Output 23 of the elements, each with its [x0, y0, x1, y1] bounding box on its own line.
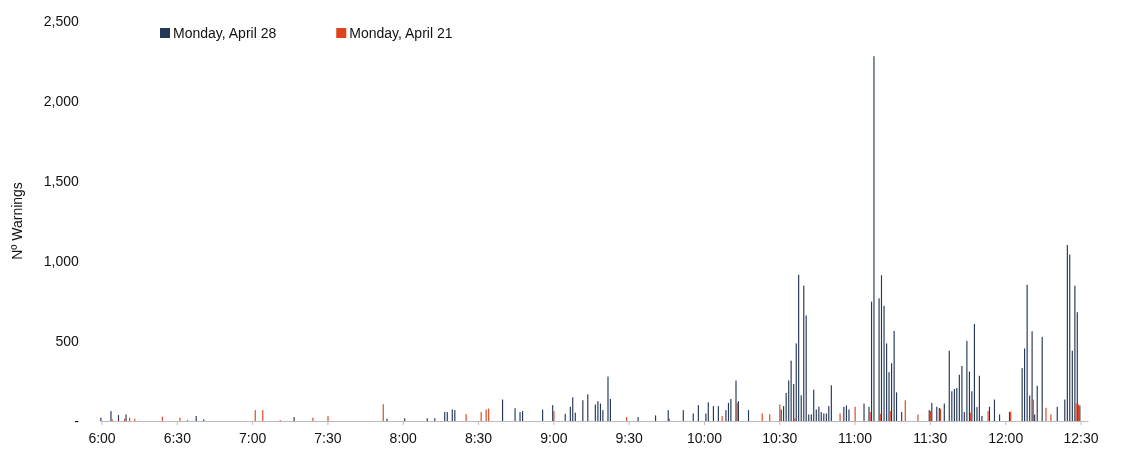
y-tick-label: 1,000: [43, 252, 79, 269]
x-tick-label: 11:00: [838, 430, 873, 447]
x-tick-label: 9:00: [540, 430, 568, 447]
x-tick-label: 6:00: [88, 430, 116, 447]
y-tick-label: 500: [55, 332, 80, 349]
y-tick-label: 2,500: [43, 12, 79, 29]
x-tick-label: 6:30: [163, 430, 192, 447]
legend-label: Monday, April 28: [173, 25, 277, 41]
y-tick-label: -: [74, 412, 80, 429]
x-tick-label: 8:30: [464, 430, 493, 447]
x-tick-label: 12:00: [988, 430, 1024, 447]
x-tick-label: 9:30: [615, 430, 643, 447]
y-tick-label: 2,000: [43, 92, 79, 109]
x-tick-label: 7:00: [238, 430, 267, 447]
legend-label: Monday, April 21: [349, 25, 453, 41]
y-tick-label: 1,500: [43, 172, 79, 189]
x-tick-label: 10:00: [686, 430, 723, 447]
x-tick-label: 8:00: [389, 430, 418, 447]
x-tick-label: 12:30: [1063, 430, 1099, 447]
x-tick-label: 7:30: [314, 430, 342, 447]
x-tick-label: 11:30: [913, 430, 948, 447]
y-axis-title: Nº Warnings: [9, 182, 25, 260]
x-tick-label: 10:30: [762, 430, 798, 447]
